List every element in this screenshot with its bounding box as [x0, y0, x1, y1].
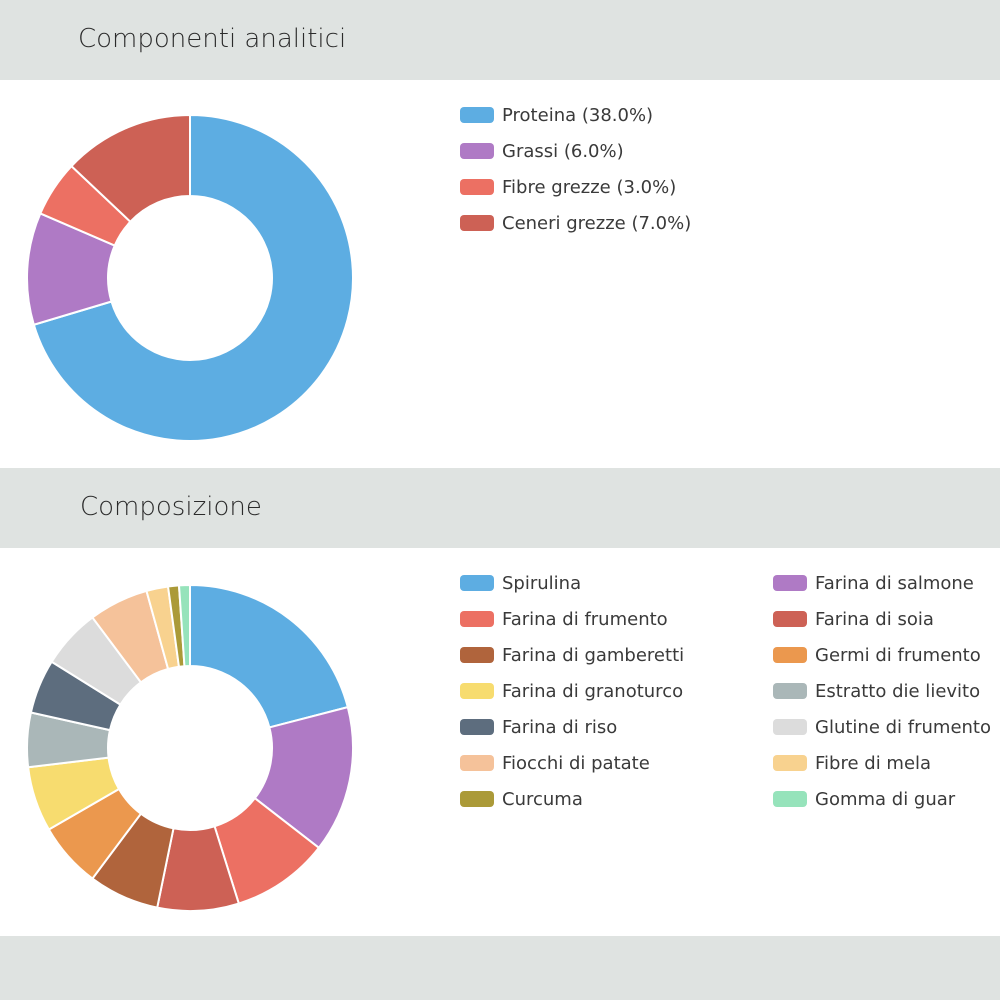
- legend-swatch: [773, 719, 807, 735]
- legend-label: Gomma di guar: [815, 788, 956, 810]
- legend-label: Curcuma: [502, 788, 583, 810]
- legend-item-grassi[interactable]: Grassi (6.0%): [460, 140, 624, 162]
- legend-label: Farina di granoturco: [502, 680, 684, 702]
- legend-label: Proteina (38.0%): [502, 104, 654, 126]
- legend-item-curcuma[interactable]: Curcuma: [460, 788, 583, 810]
- legend-label: Ceneri grezze (7.0%): [502, 212, 692, 234]
- legend-swatch: [460, 215, 494, 231]
- slice-proteina[interactable]: [32, 113, 354, 442]
- legend-item-fiocchi-di-patate[interactable]: Fiocchi di patate: [460, 752, 650, 774]
- legend-swatch: [773, 611, 807, 627]
- legend-label: Estratto die lievito: [815, 680, 981, 702]
- legend-item-spirulina[interactable]: Spirulina: [460, 572, 581, 594]
- legend-swatch: [773, 791, 807, 807]
- legend-item-farina-di-soia[interactable]: Farina di soia: [773, 608, 934, 630]
- legend-item-proteina[interactable]: Proteina (38.0%): [460, 104, 653, 126]
- legend-swatch: [460, 647, 494, 663]
- legend-item-estratto-die-lievito[interactable]: Estratto die lievito: [773, 680, 980, 702]
- legend-swatch: [460, 179, 494, 195]
- legend-label: Farina di salmone: [815, 572, 974, 594]
- legend-label: Farina di riso: [502, 716, 618, 738]
- section-title: Composizione: [80, 492, 262, 522]
- legend-item-gomma-di-guar[interactable]: Gomma di guar: [773, 788, 955, 810]
- legend-label: Glutine di frumento: [815, 716, 992, 738]
- legend-item-germi-di-frumento[interactable]: Germi di frumento: [773, 644, 981, 666]
- composition-legend: Spirulina Farina di salmone Farina di frum…: [460, 572, 1000, 832]
- section-header-analytic: Componenti analitici: [0, 0, 1000, 80]
- legend-swatch: [460, 575, 494, 591]
- section-header-composition: Composizione: [0, 468, 1000, 548]
- legend-swatch: [460, 143, 494, 159]
- legend-swatch: [460, 755, 494, 771]
- legend-label: Fibre di mela: [815, 752, 932, 774]
- legend-swatch: [773, 575, 807, 591]
- legend-label: Farina di frumento: [502, 608, 668, 630]
- section-title: Componenti analitici: [78, 24, 347, 54]
- legend-label: Farina di gamberetti: [502, 644, 685, 666]
- legend-item-fibre-di-mela[interactable]: Fibre di mela: [773, 752, 931, 774]
- footer-band: [0, 936, 1000, 1000]
- legend-swatch: [773, 647, 807, 663]
- legend-label: Grassi (6.0%): [502, 140, 624, 162]
- legend-label: Fiocchi di patate: [502, 752, 650, 774]
- legend-swatch: [773, 755, 807, 771]
- legend-item-farina-di-gamberetti[interactable]: Farina di gamberetti: [460, 644, 684, 666]
- legend-item-farina-di-frumento[interactable]: Farina di frumento: [460, 608, 668, 630]
- legend-swatch: [460, 791, 494, 807]
- slice-gomma-di-guar[interactable]: [177, 583, 191, 668]
- legend-item-ceneri-grezze[interactable]: Ceneri grezze (7.0%): [460, 212, 691, 234]
- legend-swatch: [460, 683, 494, 699]
- legend-item-farina-di-granoturco[interactable]: Farina di granoturco: [460, 680, 683, 702]
- legend-label: Fibre grezze (3.0%): [502, 176, 677, 198]
- legend-label: Spirulina: [502, 572, 582, 594]
- slice-ceneri-grezze[interactable]: [70, 113, 191, 224]
- legend-item-fibre-grezze[interactable]: Fibre grezze (3.0%): [460, 176, 676, 198]
- legend-item-glutine-di-frumento[interactable]: Glutine di frumento: [773, 716, 991, 738]
- legend-item-farina-di-salmone[interactable]: Farina di salmone: [773, 572, 974, 594]
- composition-donut-chart: [26, 583, 354, 912]
- legend-swatch: [460, 107, 494, 123]
- legend-swatch: [460, 611, 494, 627]
- legend-label: Farina di soia: [815, 608, 934, 630]
- analytic-components-legend: Proteina (38.0%) Grassi (6.0%) Fibre grezz…: [460, 104, 960, 254]
- legend-item-farina-di-riso[interactable]: Farina di riso: [460, 716, 617, 738]
- legend-swatch: [773, 683, 807, 699]
- analytic-components-donut-chart: [26, 113, 354, 442]
- slice-spirulina[interactable]: [189, 583, 350, 729]
- legend-swatch: [460, 719, 494, 735]
- legend-label: Germi di frumento: [815, 644, 981, 666]
